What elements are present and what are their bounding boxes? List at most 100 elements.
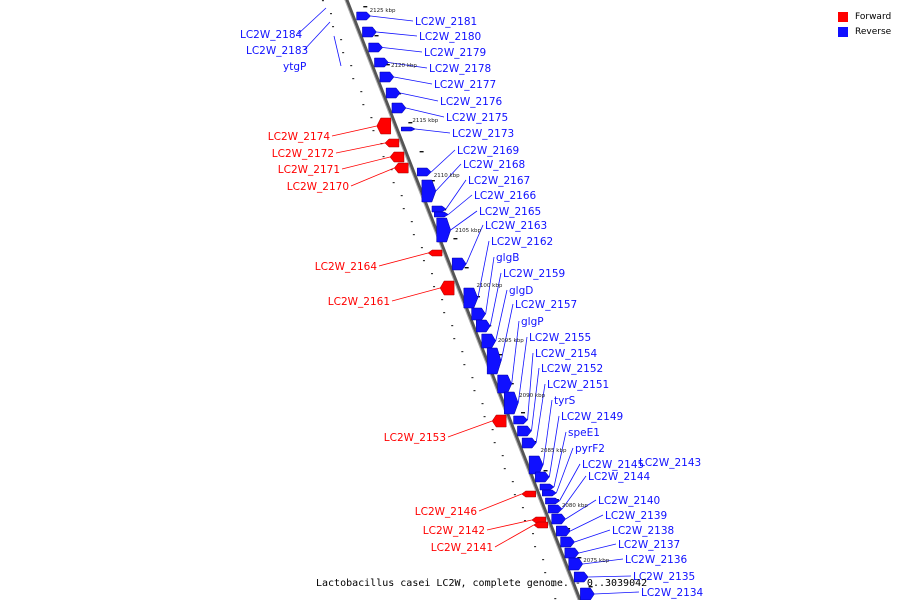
forward-gene-label[interactable]: LC2W_2146	[415, 506, 478, 518]
reverse-gene-block	[368, 42, 383, 53]
tick-dot	[511, 481, 514, 483]
tick-dot	[329, 13, 332, 15]
label-leader	[531, 367, 540, 432]
reverse-gene-label[interactable]: LC2W_2181	[415, 16, 477, 28]
tick-dot	[544, 572, 547, 574]
label-leader	[430, 149, 456, 173]
reverse-gene-label[interactable]: LC2W_2183	[246, 45, 308, 57]
tick-dot	[481, 403, 484, 405]
label-leader	[588, 575, 632, 578]
tick-dot	[390, 169, 393, 171]
tick-dot	[400, 195, 403, 197]
forward-gene-label[interactable]: LC2W_2164	[315, 261, 378, 273]
reverse-gene-label[interactable]: speE1	[568, 427, 600, 439]
tick-dot	[523, 520, 526, 522]
tick-dash	[363, 6, 368, 8]
reverse-gene-label[interactable]: LC2W_2165	[479, 206, 541, 218]
legend-reverse-label: Reverse	[855, 26, 892, 37]
reverse-gene-label[interactable]: LC2W_2178	[429, 63, 491, 75]
reverse-gene-label[interactable]: LC2W_2155	[529, 332, 591, 344]
forward-gene-label[interactable]: LC2W_2153	[384, 432, 446, 444]
reverse-gene-label[interactable]: LC2W_2173	[452, 128, 514, 140]
forward-gene-label[interactable]: LC2W_2172	[272, 148, 334, 160]
label-leader	[391, 287, 441, 302]
reverse-gene-block	[476, 319, 491, 333]
label-leader	[333, 35, 342, 67]
label-leader	[500, 303, 514, 362]
reverse-gene-block	[539, 483, 555, 491]
label-leader	[553, 431, 567, 488]
reverse-gene-label[interactable]: glgB	[496, 252, 519, 264]
forward-gene-block	[389, 151, 405, 163]
label-leader	[548, 415, 560, 478]
reverse-gene-label[interactable]: LC2W_2139	[605, 510, 667, 522]
reverse-gene-label[interactable]: pyrF2	[575, 443, 605, 455]
reverse-gene-block	[421, 179, 437, 203]
reverse-gene-label[interactable]: LC2W_2135	[633, 571, 695, 583]
reverse-gene-label[interactable]: LC2W_2177	[434, 79, 496, 91]
reverse-gene-label[interactable]: glgD	[509, 285, 533, 297]
tick-dot	[552, 585, 555, 587]
reverse-gene-block	[401, 126, 416, 132]
reverse-gene-label[interactable]: LC2W_2136	[625, 554, 688, 566]
reverse-gene-label[interactable]: LC2W_2138	[612, 525, 674, 537]
legend-forward: Forward	[838, 9, 898, 24]
tick-dash	[430, 180, 435, 182]
tick-dash	[498, 354, 503, 356]
forward-gene-label[interactable]: LC2W_2142	[423, 525, 485, 537]
reverse-gene-label[interactable]: LC2W_2184	[240, 29, 303, 41]
reverse-gene-label[interactable]: LC2W_2167	[468, 175, 530, 187]
forward-gene-label[interactable]: LC2W_2141	[431, 542, 493, 554]
label-leader	[450, 210, 478, 231]
tick-dot	[410, 221, 413, 223]
label-leader	[582, 558, 624, 565]
reverse-gene-label[interactable]: LC2W_2154	[535, 348, 598, 360]
reverse-gene-label[interactable]: LC2W_2145	[582, 459, 644, 471]
reverse-gene-block	[481, 333, 496, 349]
reverse-gene-block	[564, 547, 580, 559]
reverse-gene-label[interactable]: LC2W_2157	[515, 299, 577, 311]
reverse-gene-label[interactable]: LC2W_2166	[474, 190, 537, 202]
label-leader	[574, 529, 611, 543]
reverse-gene-label[interactable]: LC2W_2144	[588, 471, 651, 483]
reverse-gene-label[interactable]: LC2W_2159	[503, 268, 565, 280]
forward-gene-label[interactable]: LC2W_2171	[278, 164, 340, 176]
reverse-gene-label[interactable]: LC2W_2137	[618, 539, 680, 551]
reverse-gene-label[interactable]: LC2W_2149	[561, 411, 623, 423]
reverse-gene-label[interactable]: LC2W_2143	[639, 457, 701, 469]
reverse-gene-label[interactable]: LC2W_2169	[457, 145, 519, 157]
reverse-gene-block	[535, 471, 550, 483]
reverse-gene-label[interactable]: LC2W_2151	[547, 379, 609, 391]
label-leader	[415, 128, 451, 134]
label-leader	[486, 519, 532, 531]
reverse-gene-label[interactable]: tyrS	[554, 395, 576, 407]
forward-gene-block	[427, 249, 443, 257]
reverse-gene-label[interactable]: LC2W_2163	[485, 220, 547, 232]
reverse-gene-label[interactable]: LC2W_2180	[419, 31, 481, 43]
tick-dot	[412, 234, 415, 236]
forward-gene-label[interactable]: LC2W_2161	[328, 296, 390, 308]
tick-dash	[374, 35, 379, 37]
label-leader	[535, 383, 546, 444]
forward-gene-label[interactable]: LC2W_2170	[287, 181, 349, 193]
reverse-gene-block	[379, 71, 395, 83]
reverse-gene-label[interactable]: LC2W_2140	[598, 495, 660, 507]
tick-dot	[402, 208, 405, 210]
reverse-gene-label[interactable]: LC2W_2152	[541, 363, 603, 375]
reverse-gene-label[interactable]: LC2W_2134	[641, 587, 704, 599]
label-leader	[400, 92, 439, 102]
forward-gene-label[interactable]: LC2W_2174	[268, 131, 331, 143]
reverse-gene-label[interactable]: LC2W_2175	[446, 112, 508, 124]
label-leader	[555, 447, 574, 494]
reverse-gene-label[interactable]: LC2W_2176	[440, 96, 503, 108]
gene-labels: LC2W_2181 LC2W_2180 LC2W_2179 LC2W_2178 LC2W…	[240, 16, 704, 599]
reverse-gene-label[interactable]: ytgP	[283, 61, 306, 73]
reverse-gene-label[interactable]: glgP	[521, 316, 544, 328]
reverse-gene-label[interactable]: LC2W_2179	[424, 47, 486, 59]
label-leader	[303, 21, 331, 51]
reverse-gene-label[interactable]: LC2W_2162	[491, 236, 553, 248]
reverse-gene-block	[391, 102, 407, 114]
reverse-gene-label[interactable]: LC2W_2168	[463, 159, 525, 171]
reverse-gene-block	[486, 347, 502, 375]
reverse-gene-block	[573, 571, 589, 583]
